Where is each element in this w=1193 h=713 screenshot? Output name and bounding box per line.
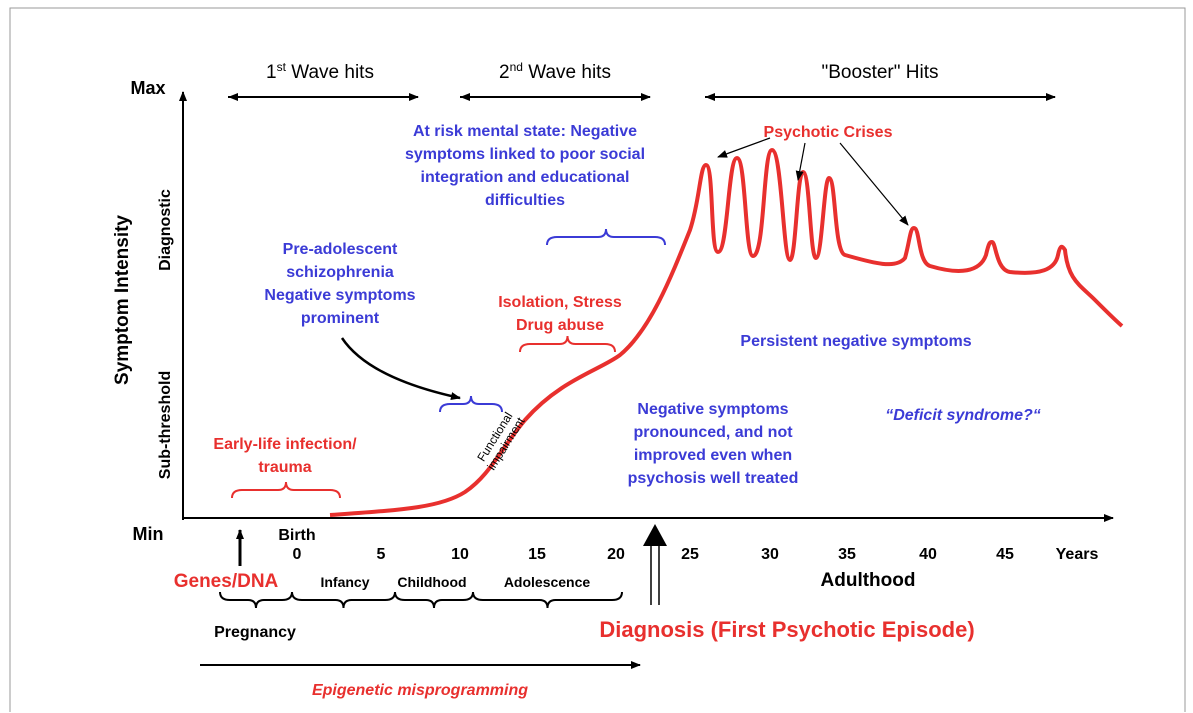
brace (219, 591, 293, 609)
x-tick-label: Years (1056, 546, 1099, 563)
wave-text: "Booster" Hits (822, 62, 939, 83)
brace (546, 228, 666, 246)
wave-text: Wave hits (523, 62, 611, 83)
x-tick-label: 0 (293, 546, 302, 563)
brace (394, 591, 474, 609)
pronounced-text: improved even when (634, 447, 792, 464)
wave-text: Wave hits (286, 62, 374, 83)
stage-label: Adulthood (821, 570, 916, 591)
stage-label: Infancy (320, 574, 369, 590)
isolation-text: Drug abuse (516, 317, 604, 334)
genes-label: Genes/DNA (174, 571, 279, 592)
persistent-text: Persistent negative symptoms (740, 333, 971, 350)
pre-adolescent-text: schizophrenia (286, 264, 394, 281)
diagnosis-label: Diagnosis (First Psychotic Episode) (599, 617, 974, 642)
stage-label: Adolescence (504, 574, 591, 590)
pre-adolescent-text: prominent (301, 310, 380, 327)
x-tick-label: 10 (451, 546, 469, 563)
x-tick-label: 35 (838, 546, 856, 563)
pointer-arrow (795, 142, 806, 181)
x-tick-label: 15 (528, 546, 546, 563)
pre-adolescent-text: Pre-adolescent (283, 241, 398, 258)
x-tick-label: 25 (681, 546, 699, 563)
brace (519, 335, 616, 353)
x-tick-label: 5 (377, 546, 386, 563)
epigenetic-label: Epigenetic misprogramming (312, 682, 528, 699)
stage-label: Childhood (397, 574, 466, 590)
x-tick-label: 45 (996, 546, 1014, 563)
y-min: Min (133, 524, 164, 544)
at-risk-text: At risk mental state: Negative (413, 123, 637, 140)
curved-arrow (340, 337, 461, 401)
pronounced-text: psychosis well treated (628, 470, 799, 487)
y-axis-label: Symptom Intensity (112, 215, 133, 385)
wave-suffix: nd (510, 60, 523, 74)
y-level: Diagnostic (157, 189, 174, 271)
at-risk-text: symptoms linked to poor social (405, 146, 645, 163)
early-life-text: Early-life infection/ (213, 436, 357, 453)
layout (179, 91, 1124, 669)
birth-label: Birth (278, 527, 315, 544)
wave-number: 2 (499, 62, 510, 83)
stage-label: Pregnancy (214, 624, 296, 641)
wave-label: 1st Wave hits (266, 60, 374, 83)
at-risk-text: difficulties (485, 192, 565, 209)
brace (291, 591, 396, 609)
pointer-arrow (717, 137, 771, 158)
x-tick-label: 20 (607, 546, 625, 563)
pronounced-text: Negative symptoms (637, 401, 788, 418)
isolation-text: Isolation, Stress (498, 294, 622, 311)
brace (231, 481, 341, 499)
y-max: Max (130, 78, 165, 98)
x-tick-label: 40 (919, 546, 937, 563)
pronounced-text: pronounced, and not (633, 424, 793, 441)
frame (9, 7, 1186, 712)
wave-label: "Booster" Hits (822, 62, 939, 83)
psychotic-crises: Psychotic Crises (764, 124, 893, 141)
y-level: Sub-threshold (157, 371, 174, 479)
early-life-text: trauma (258, 459, 311, 476)
at-risk-text: integration and educational (421, 169, 630, 186)
pre-adolescent-text: Negative symptoms (264, 287, 415, 304)
diagnosis-arrowhead (643, 524, 667, 546)
pointer-arrow (839, 142, 909, 226)
wave-label: 2nd Wave hits (499, 60, 611, 83)
x-tick-label: 30 (761, 546, 779, 563)
brace (472, 591, 623, 609)
wave-number: 1 (266, 62, 277, 83)
deficit-text: “Deficit syndrome?“ (885, 407, 1041, 424)
wave-suffix: st (277, 60, 287, 74)
brace (439, 395, 503, 413)
